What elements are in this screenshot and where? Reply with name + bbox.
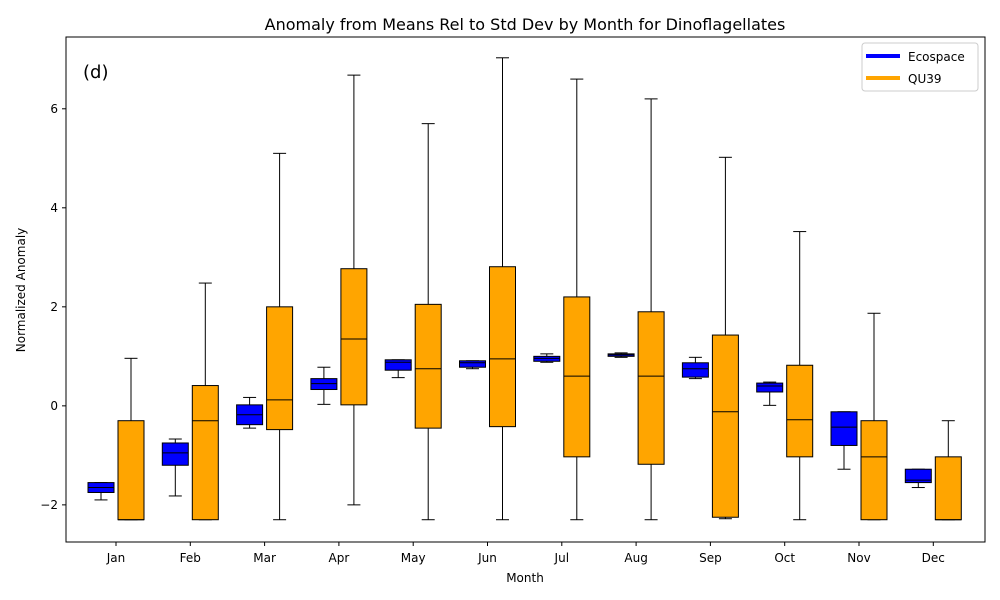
y-tick-label: 6 bbox=[50, 102, 58, 116]
x-tick-label: Nov bbox=[847, 551, 870, 565]
x-tick-label: Sep bbox=[699, 551, 722, 565]
box-body bbox=[637, 311, 665, 465]
box-body bbox=[191, 385, 219, 521]
box-qu39-aug bbox=[637, 98, 665, 521]
x-tick-label: Dec bbox=[922, 551, 945, 565]
box-body bbox=[563, 296, 591, 458]
y-tick-label: 4 bbox=[50, 201, 58, 215]
box-body bbox=[934, 456, 962, 521]
box-body bbox=[830, 411, 858, 446]
box-body bbox=[489, 266, 516, 428]
box-qu39-nov bbox=[860, 312, 888, 521]
axes-frame bbox=[65, 36, 986, 543]
y-tick-label: 0 bbox=[50, 399, 58, 413]
y-axis-label: Normalized Anomaly bbox=[14, 228, 28, 353]
box-body bbox=[117, 420, 145, 521]
x-tick-label: Feb bbox=[180, 551, 201, 565]
box-ecospace-may bbox=[384, 359, 412, 379]
box-ecospace-aug bbox=[607, 352, 635, 358]
box-qu39-feb bbox=[191, 282, 219, 521]
x-tick-label: Aug bbox=[624, 551, 647, 565]
box-body bbox=[266, 306, 294, 431]
box-ecospace-dec bbox=[904, 468, 932, 489]
box-ecospace-jun bbox=[459, 360, 486, 370]
box-body bbox=[786, 364, 814, 458]
box-body bbox=[340, 268, 368, 406]
x-axis: Jan Feb Mar Apr May Jun Jul Aug Sep Oct Nov Dec bbox=[106, 542, 945, 565]
legend-label-qu39: QU39 bbox=[908, 72, 942, 86]
box-body bbox=[384, 359, 412, 371]
x-tick-label: Apr bbox=[329, 551, 350, 565]
box-qu39-oct bbox=[786, 231, 814, 521]
legend-label-ecospace: Ecospace bbox=[908, 50, 965, 64]
box-qu39-dec bbox=[934, 420, 962, 521]
plot-area bbox=[87, 57, 962, 521]
panel-label: (d) bbox=[83, 62, 108, 83]
box-qu39-jul bbox=[563, 78, 591, 521]
box-body bbox=[904, 468, 932, 484]
box-qu39-may bbox=[414, 123, 442, 521]
box-body bbox=[459, 360, 486, 368]
box-body bbox=[161, 442, 189, 466]
x-tick-label: Jan bbox=[106, 551, 126, 565]
box-ecospace-jan bbox=[87, 482, 115, 501]
box-body bbox=[681, 362, 709, 378]
box-ecospace-mar bbox=[236, 396, 264, 429]
x-tick-label: Mar bbox=[253, 551, 276, 565]
x-tick-label: May bbox=[401, 551, 426, 565]
x-tick-label: Jul bbox=[554, 551, 569, 565]
box-qu39-jan bbox=[117, 357, 145, 521]
legend: Ecospace QU39 bbox=[861, 42, 979, 92]
box-ecospace-apr bbox=[310, 366, 338, 405]
x-axis-label: Month bbox=[506, 571, 544, 585]
y-tick-label: 2 bbox=[50, 300, 58, 314]
box-ecospace-feb bbox=[161, 438, 189, 497]
box-body bbox=[860, 420, 888, 521]
box-qu39-mar bbox=[266, 152, 294, 521]
box-body bbox=[711, 334, 739, 518]
box-qu39-apr bbox=[340, 74, 368, 506]
y-tick-label: −2 bbox=[40, 498, 58, 512]
chart-title: Anomaly from Means Rel to Std Dev by Mon… bbox=[265, 15, 786, 34]
box-ecospace-nov bbox=[830, 411, 858, 470]
box-ecospace-sep bbox=[681, 356, 709, 380]
y-axis: −2 0 2 4 6 bbox=[40, 102, 66, 512]
box-ecospace-oct bbox=[756, 381, 784, 406]
box-qu39-jun bbox=[489, 57, 516, 521]
box-qu39-sep bbox=[711, 156, 739, 520]
box-body bbox=[756, 382, 784, 393]
x-tick-label: Jun bbox=[477, 551, 497, 565]
x-tick-label: Oct bbox=[774, 551, 795, 565]
box-body bbox=[414, 303, 442, 429]
box-ecospace-jul bbox=[533, 353, 561, 363]
